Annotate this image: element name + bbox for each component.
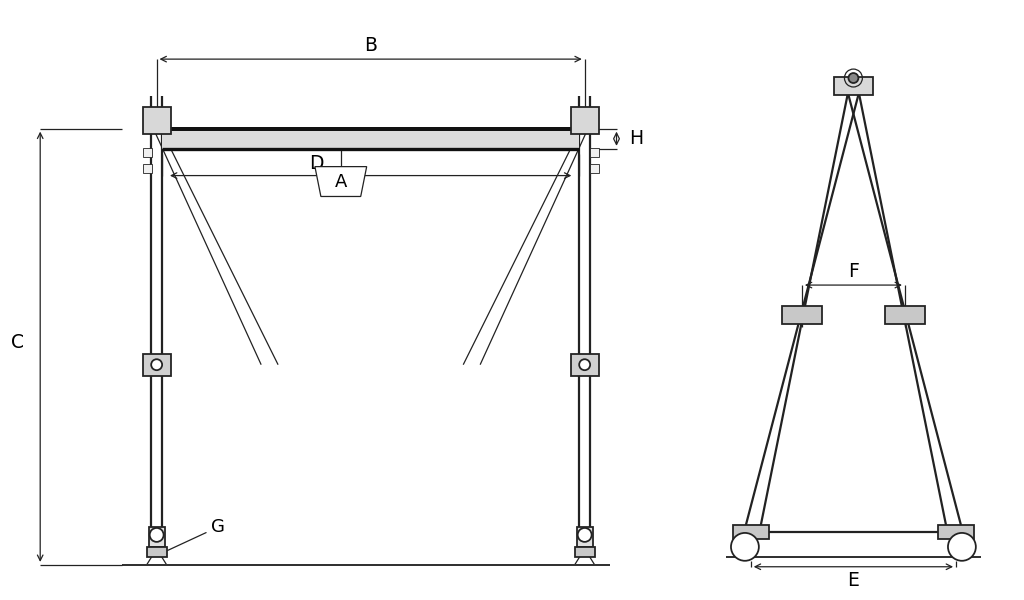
Circle shape [580, 359, 590, 370]
Bar [142, 164, 152, 173]
Text: A: A [335, 173, 347, 191]
Bar [733, 525, 769, 539]
Circle shape [152, 359, 162, 370]
Bar [570, 354, 599, 376]
Bar [142, 354, 171, 376]
Bar [590, 164, 599, 173]
Bar [146, 547, 167, 557]
Circle shape [849, 73, 858, 83]
Text: C: C [11, 334, 25, 352]
Bar [142, 148, 152, 157]
Text: H: H [630, 129, 643, 148]
Bar [570, 107, 599, 134]
Bar [782, 306, 822, 324]
Bar [574, 547, 595, 557]
Bar [162, 129, 580, 149]
Bar [142, 107, 171, 134]
Bar [938, 525, 974, 539]
Circle shape [731, 533, 759, 561]
Text: D: D [308, 154, 324, 173]
Polygon shape [315, 167, 367, 196]
Text: E: E [848, 571, 859, 590]
Circle shape [150, 528, 164, 542]
Text: B: B [365, 35, 377, 55]
Bar [834, 77, 873, 95]
Circle shape [578, 528, 592, 542]
Bar [590, 148, 599, 157]
Bar [577, 527, 593, 547]
Bar [885, 306, 925, 324]
Bar [148, 527, 165, 547]
Text: G: G [167, 518, 225, 551]
Circle shape [948, 533, 976, 561]
Text: F: F [848, 262, 859, 281]
